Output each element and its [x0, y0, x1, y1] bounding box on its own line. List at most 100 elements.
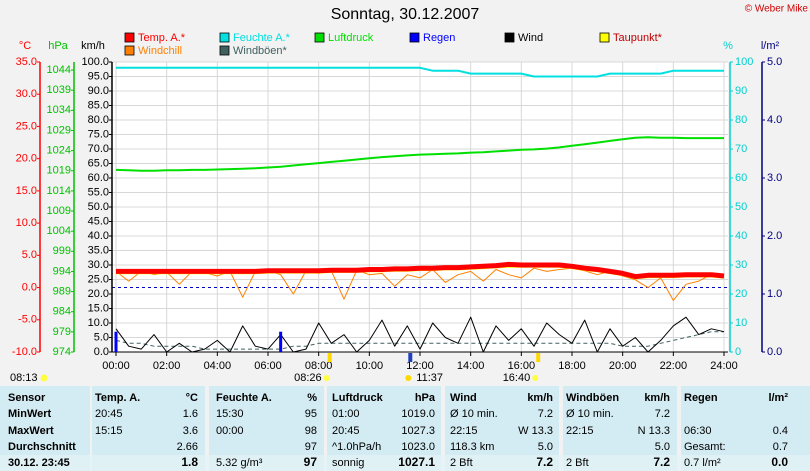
- table-cell: 0.7 l/m²: [684, 457, 721, 469]
- table-cell: sonnig: [332, 457, 364, 469]
- table-cell: 1.6: [183, 408, 198, 420]
- table-cell: 7.2: [653, 455, 670, 469]
- table-cell: 22:15: [566, 425, 594, 437]
- y-tick-label: 45.0: [88, 215, 109, 227]
- x-tick-label: 22:00: [660, 360, 688, 372]
- legend-swatch: [124, 32, 135, 43]
- axis-title: °C: [19, 40, 31, 52]
- table-cell: 7.2: [536, 455, 553, 469]
- table-cell: 0.0: [771, 455, 788, 469]
- legend-swatch: [409, 32, 420, 43]
- table-cell: 20:45: [332, 425, 360, 437]
- y-tick-label: 0.0: [767, 346, 782, 358]
- y-tick-label: 979: [53, 326, 71, 338]
- copyright: © Weber Mike: [745, 4, 809, 15]
- x-tick-label: 24:00: [710, 360, 738, 372]
- y-tick-label: -10.0: [12, 346, 37, 358]
- table-cell: 118.3 km: [450, 441, 494, 453]
- annotation-marker: [536, 353, 541, 362]
- series-line: [116, 261, 725, 280]
- legend-label: Windböen*: [233, 45, 288, 57]
- table-cell: 2.66: [177, 441, 198, 453]
- annotation-marker: [408, 353, 413, 362]
- table-cell: 5.32 g/m³: [216, 457, 263, 469]
- table-cell: 20:45: [95, 408, 123, 420]
- annotation-label: 08:26: [294, 372, 322, 384]
- y-tick-label: 85.0: [88, 99, 109, 111]
- legend-swatch: [504, 32, 515, 43]
- y-tick-label: 60.0: [88, 172, 109, 184]
- table-header: Feuchte A.: [216, 392, 272, 404]
- table-cell: Ø 10 min.: [566, 408, 614, 420]
- x-tick-label: 06:00: [254, 360, 282, 372]
- y-tick-label: 20: [735, 288, 747, 300]
- y-tick-label: 20.0: [16, 153, 37, 165]
- annotation-icon: [323, 375, 330, 381]
- axis-title: %: [723, 40, 733, 52]
- annotation-icon: [532, 375, 539, 381]
- table-header: hPa: [415, 392, 436, 404]
- table-header: km/h: [527, 392, 553, 404]
- y-tick-label: 70: [735, 143, 747, 155]
- annotation-label: 16:40: [503, 372, 531, 384]
- series-line: [115, 316, 725, 353]
- table-cell: 0.4: [773, 425, 788, 437]
- table-cell: 5.0: [655, 441, 670, 453]
- table-cell: 7.2: [655, 408, 670, 420]
- table-cell: 1.8: [181, 455, 198, 469]
- table-cell: 06:30: [684, 425, 712, 437]
- y-tick-label: 100: [735, 56, 753, 68]
- x-tick-label: 16:00: [508, 360, 536, 372]
- table-cell: ^1.0hPa/h: [332, 441, 381, 453]
- x-tick-label: 00:00: [102, 360, 130, 372]
- table-header: Temp. A.: [95, 392, 140, 404]
- y-tick-label: 5.0: [22, 249, 37, 261]
- table-cell: 01:00: [332, 408, 360, 420]
- table-cell: N 13.3: [638, 425, 670, 437]
- y-tick-label: 994: [53, 265, 71, 277]
- y-tick-label: 100.0: [81, 56, 109, 68]
- legend-label: Luftdruck: [328, 32, 374, 44]
- y-tick-label: 15.0: [16, 185, 37, 197]
- table-cell: Gesamt:: [684, 441, 726, 453]
- y-tick-label: 5.0: [767, 56, 782, 68]
- annotation-marker: [327, 353, 332, 362]
- annotation-label: 08:13: [10, 372, 38, 384]
- table-cell: MaxWert: [8, 425, 54, 437]
- sun-icon: [40, 374, 48, 382]
- y-tick-label: 1034: [47, 104, 71, 116]
- y-tick-label: 10.0: [16, 217, 37, 229]
- y-tick-label: 0: [735, 346, 741, 358]
- y-tick-label: 90: [735, 85, 747, 97]
- y-tick-label: 30.0: [16, 88, 37, 100]
- rain-bar: [279, 331, 283, 352]
- y-tick-label: 35.0: [16, 56, 37, 68]
- table-cell: 98: [305, 425, 317, 437]
- legend-label: Wind: [518, 32, 543, 44]
- table-cell: 3.6: [183, 425, 198, 437]
- legend-swatch: [219, 45, 230, 56]
- y-tick-label: 20.0: [88, 288, 109, 300]
- y-tick-label: 90.0: [88, 85, 109, 97]
- table-cell: 0.7: [773, 441, 788, 453]
- table-header: °C: [186, 392, 198, 404]
- table-cell: 00:00: [216, 425, 244, 437]
- legend-label: Taupunkt*: [613, 32, 663, 44]
- y-tick-label: 999: [53, 245, 71, 257]
- y-tick-label: 10: [735, 317, 747, 329]
- x-tick-label: 18:00: [558, 360, 586, 372]
- rain-bar: [114, 331, 118, 352]
- y-tick-label: 3.0: [767, 172, 782, 184]
- y-tick-label: 974: [53, 346, 71, 358]
- x-tick-label: 08:00: [305, 360, 333, 372]
- table-cell: Durchschnitt: [8, 441, 76, 453]
- table-cell: 22:15: [450, 425, 478, 437]
- y-tick-label: 0.0: [94, 346, 109, 358]
- y-tick-label: 25.0: [16, 120, 37, 132]
- annotation-icon: [405, 375, 412, 381]
- y-tick-label: 30: [735, 259, 747, 271]
- y-tick-label: 1024: [47, 145, 71, 157]
- y-tick-label: -5.0: [18, 314, 37, 326]
- x-tick-label: 12:00: [406, 360, 434, 372]
